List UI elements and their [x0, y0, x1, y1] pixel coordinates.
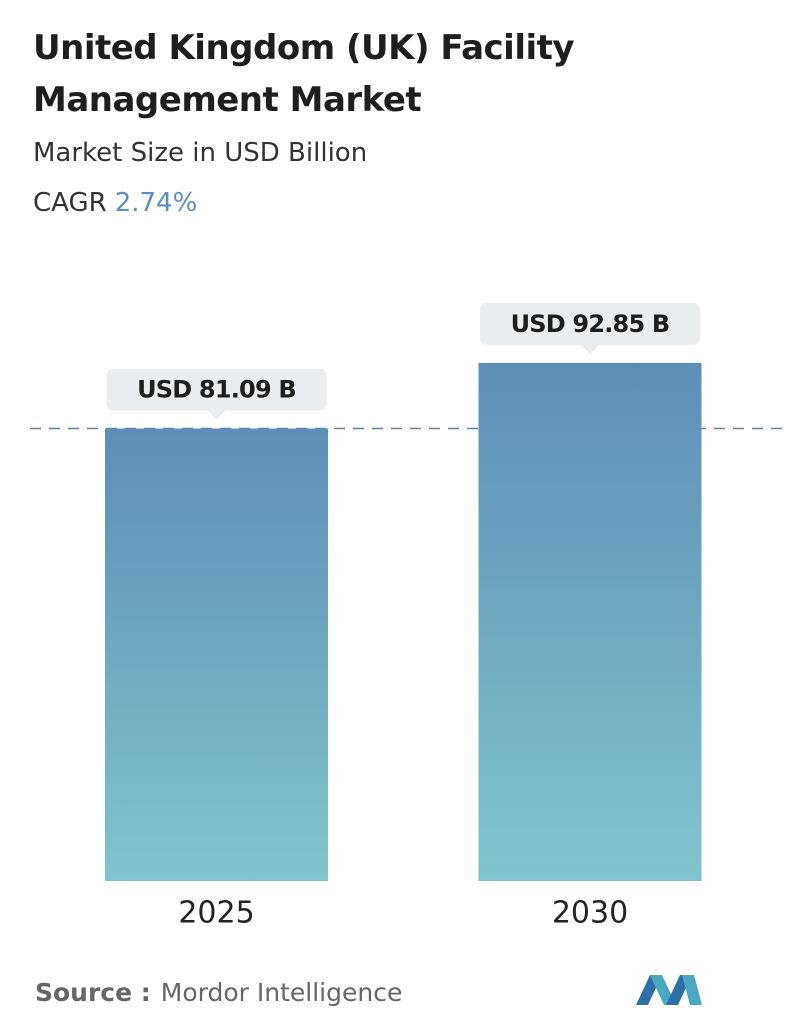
value-label-box [480, 302, 700, 345]
cagr-label: CAGR [33, 188, 107, 218]
value-label: USD 81.09 B [137, 376, 296, 404]
x-tick-label: 2025 [178, 896, 254, 931]
source-label: Source : [35, 978, 151, 1007]
cagr-value: 2.74% [114, 188, 198, 218]
chart-subtitle: Market Size in USD Billion [33, 138, 368, 168]
bar [105, 428, 328, 881]
logo [636, 975, 702, 1005]
source-text: Mordor Intelligence [160, 978, 403, 1007]
source: Source : Mordor Intelligence [35, 978, 402, 1007]
value-label-pointer [207, 410, 226, 420]
value-label-box [106, 368, 327, 411]
x-tick-label: 2030 [552, 896, 628, 931]
value-label: USD 92.85 B [511, 310, 670, 338]
cagr: CAGR 2.74% [33, 188, 197, 218]
chart-title: United Kingdom (UK) Facility Management … [33, 28, 575, 120]
value-label-pointer [581, 344, 599, 354]
bar [478, 362, 702, 882]
